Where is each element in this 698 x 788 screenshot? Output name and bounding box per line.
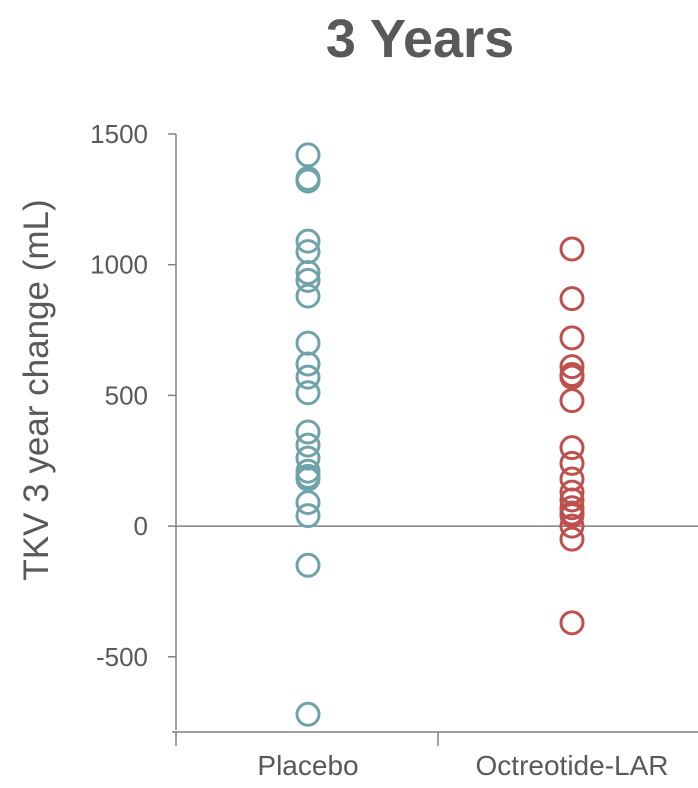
y-tick-label: 1000 [90,250,148,280]
x-tick-label: Placebo [257,750,358,781]
placebo-point [295,432,321,458]
placebo-point [295,330,321,356]
octreotide-point [559,487,585,513]
octreotide-point [559,610,585,636]
y-tick-label: 500 [105,380,148,410]
placebo-point [295,364,321,390]
placebo-point [295,503,321,529]
placebo-point [295,142,321,168]
octreotide-point [559,526,585,552]
placebo-point [295,552,321,578]
octreotide-point [559,435,585,461]
octreotide-point [559,450,585,476]
x-ticks: Placebo Octreotide-LAR [175,732,669,781]
octreotide-point [559,354,585,380]
placebo-point [295,260,321,286]
placebo-point [295,701,321,727]
placebo-point [295,351,321,377]
placebo-point [295,380,321,406]
octreotide-point [559,466,585,492]
placebo-point [295,267,321,293]
octreotide-point [559,388,585,414]
y-tick-label: 1500 [90,119,148,149]
octreotide-point [559,503,585,529]
placebo-point [295,490,321,516]
placebo-point [295,168,321,194]
placebo-point [295,466,321,492]
placebo-point [295,419,321,445]
octreotide-point [559,325,585,351]
y-ticks: 1500 1000 500 0 -500 [90,119,176,672]
x-tick-label: Octreotide-LAR [476,750,669,781]
octreotide-point [559,286,585,312]
axes [172,134,698,733]
y-tick-label: 0 [134,511,148,541]
placebo-point [295,228,321,254]
octreotide-point [559,236,585,262]
placebo-point [295,283,321,309]
chart-title: 3 Years [325,9,515,69]
y-tick-label: -500 [96,642,148,672]
octreotide-point [559,364,585,390]
octreotide-point [559,513,585,539]
data-points [295,142,585,727]
